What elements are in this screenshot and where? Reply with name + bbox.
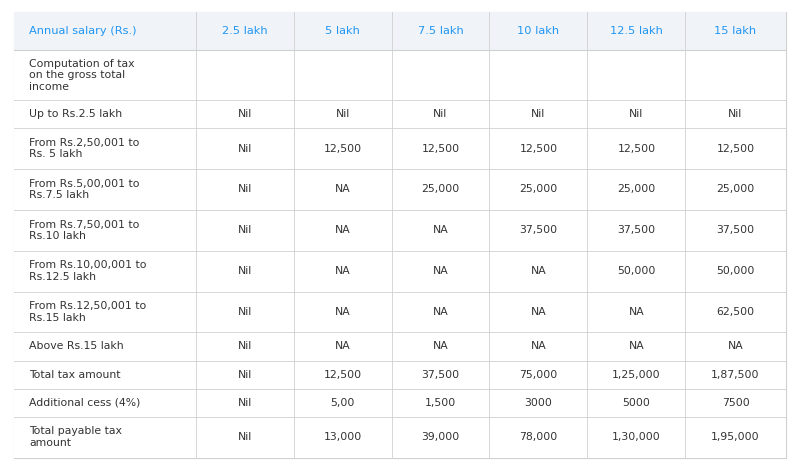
Text: Nil: Nil bbox=[238, 109, 252, 119]
Text: 5,00: 5,00 bbox=[330, 397, 354, 408]
Text: Annual salary (Rs.): Annual salary (Rs.) bbox=[29, 26, 136, 36]
Bar bbox=[14, 128, 786, 169]
Text: From Rs.5,00,001 to
Rs.7.5 lakh: From Rs.5,00,001 to Rs.7.5 lakh bbox=[29, 178, 139, 200]
Bar bbox=[490, 12, 587, 50]
Text: 7500: 7500 bbox=[722, 397, 750, 408]
Bar bbox=[14, 332, 786, 361]
Text: Nil: Nil bbox=[531, 109, 546, 119]
Text: 15 lakh: 15 lakh bbox=[714, 26, 757, 36]
Text: 25,000: 25,000 bbox=[519, 185, 558, 194]
Text: NA: NA bbox=[629, 307, 644, 317]
Text: NA: NA bbox=[334, 307, 350, 317]
Bar bbox=[686, 12, 786, 50]
Bar bbox=[14, 389, 786, 417]
Text: 50,000: 50,000 bbox=[617, 266, 655, 276]
Bar bbox=[14, 417, 786, 458]
Text: 12,500: 12,500 bbox=[323, 144, 362, 154]
Bar bbox=[14, 50, 786, 100]
Text: NA: NA bbox=[530, 307, 546, 317]
Text: 13,000: 13,000 bbox=[323, 432, 362, 442]
Text: NA: NA bbox=[433, 342, 448, 351]
Text: From Rs.2,50,001 to
Rs. 5 lakh: From Rs.2,50,001 to Rs. 5 lakh bbox=[29, 138, 139, 159]
Text: 1,87,500: 1,87,500 bbox=[711, 370, 760, 380]
Text: Nil: Nil bbox=[238, 307, 252, 317]
Text: Nil: Nil bbox=[335, 109, 350, 119]
Text: NA: NA bbox=[530, 266, 546, 276]
Text: 12,500: 12,500 bbox=[422, 144, 459, 154]
Text: 37,500: 37,500 bbox=[717, 226, 754, 235]
Text: Nil: Nil bbox=[238, 185, 252, 194]
Text: NA: NA bbox=[433, 226, 448, 235]
Bar bbox=[196, 12, 294, 50]
Text: NA: NA bbox=[530, 342, 546, 351]
Text: 62,500: 62,500 bbox=[717, 307, 754, 317]
Text: 12.5 lakh: 12.5 lakh bbox=[610, 26, 663, 36]
Text: NA: NA bbox=[433, 266, 448, 276]
Bar bbox=[391, 12, 490, 50]
Text: 2.5 lakh: 2.5 lakh bbox=[222, 26, 267, 36]
Bar bbox=[14, 12, 196, 50]
Text: 1,95,000: 1,95,000 bbox=[711, 432, 760, 442]
Bar bbox=[14, 169, 786, 210]
Text: NA: NA bbox=[334, 342, 350, 351]
Text: NA: NA bbox=[334, 185, 350, 194]
Text: Total tax amount: Total tax amount bbox=[29, 370, 120, 380]
Text: 12,500: 12,500 bbox=[717, 144, 754, 154]
Text: NA: NA bbox=[629, 342, 644, 351]
Bar bbox=[294, 12, 391, 50]
Text: Nil: Nil bbox=[238, 144, 252, 154]
Text: 37,500: 37,500 bbox=[618, 226, 655, 235]
Text: From Rs.12,50,001 to
Rs.15 lakh: From Rs.12,50,001 to Rs.15 lakh bbox=[29, 301, 146, 323]
Text: 25,000: 25,000 bbox=[618, 185, 655, 194]
Text: 37,500: 37,500 bbox=[422, 370, 459, 380]
Text: Total payable tax
amount: Total payable tax amount bbox=[29, 426, 122, 448]
Text: 12,500: 12,500 bbox=[519, 144, 558, 154]
Text: 75,000: 75,000 bbox=[519, 370, 558, 380]
Text: 5 lakh: 5 lakh bbox=[325, 26, 360, 36]
Text: Nil: Nil bbox=[238, 266, 252, 276]
Text: Nil: Nil bbox=[238, 342, 252, 351]
Bar bbox=[14, 100, 786, 128]
Text: 12,500: 12,500 bbox=[618, 144, 655, 154]
Text: Above Rs.15 lakh: Above Rs.15 lakh bbox=[29, 342, 123, 351]
Text: From Rs.7,50,001 to
Rs.10 lakh: From Rs.7,50,001 to Rs.10 lakh bbox=[29, 219, 139, 241]
Text: From Rs.10,00,001 to
Rs.12.5 lakh: From Rs.10,00,001 to Rs.12.5 lakh bbox=[29, 260, 146, 282]
Text: 12,500: 12,500 bbox=[323, 370, 362, 380]
Text: 50,000: 50,000 bbox=[716, 266, 754, 276]
Text: NA: NA bbox=[334, 266, 350, 276]
Text: Computation of tax
on the gross total
income: Computation of tax on the gross total in… bbox=[29, 59, 134, 92]
Text: NA: NA bbox=[334, 226, 350, 235]
Text: NA: NA bbox=[433, 307, 448, 317]
Text: 10 lakh: 10 lakh bbox=[518, 26, 559, 36]
Text: Up to Rs.2.5 lakh: Up to Rs.2.5 lakh bbox=[29, 109, 122, 119]
Text: Nil: Nil bbox=[238, 397, 252, 408]
Text: 25,000: 25,000 bbox=[422, 185, 460, 194]
Bar bbox=[14, 292, 786, 332]
Text: Nil: Nil bbox=[238, 370, 252, 380]
Text: Nil: Nil bbox=[728, 109, 742, 119]
Text: Nil: Nil bbox=[434, 109, 448, 119]
Text: 1,25,000: 1,25,000 bbox=[612, 370, 661, 380]
Text: Additional cess (4%): Additional cess (4%) bbox=[29, 397, 140, 408]
Text: 3000: 3000 bbox=[525, 397, 552, 408]
Text: 7.5 lakh: 7.5 lakh bbox=[418, 26, 463, 36]
Text: 1,30,000: 1,30,000 bbox=[612, 432, 661, 442]
Text: 78,000: 78,000 bbox=[519, 432, 558, 442]
Text: NA: NA bbox=[727, 342, 743, 351]
Text: Nil: Nil bbox=[238, 226, 252, 235]
Text: 37,500: 37,500 bbox=[519, 226, 558, 235]
Bar bbox=[587, 12, 686, 50]
Text: 25,000: 25,000 bbox=[716, 185, 754, 194]
Text: Nil: Nil bbox=[630, 109, 643, 119]
Bar bbox=[14, 361, 786, 389]
Bar bbox=[14, 210, 786, 251]
Text: 39,000: 39,000 bbox=[422, 432, 460, 442]
Text: 5000: 5000 bbox=[622, 397, 650, 408]
Text: Nil: Nil bbox=[238, 432, 252, 442]
Text: 1,500: 1,500 bbox=[425, 397, 456, 408]
Bar bbox=[14, 251, 786, 292]
